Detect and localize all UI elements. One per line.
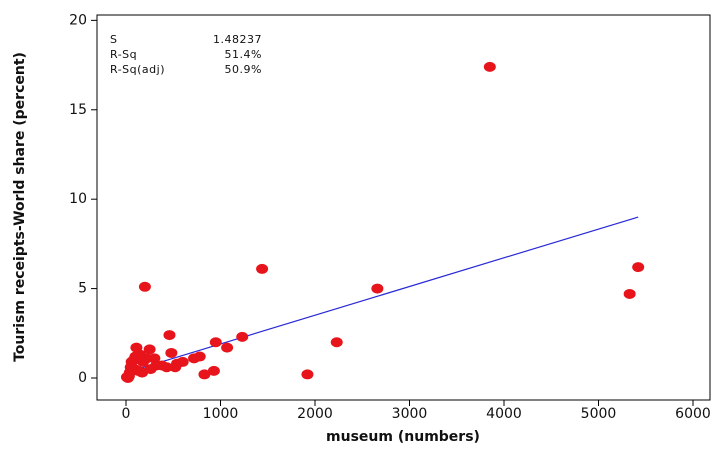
x-tick-label: 3000: [392, 406, 428, 422]
point: [483, 61, 496, 72]
x-tick-label: 0: [122, 406, 131, 422]
x-tick-label: 4000: [486, 406, 522, 422]
point: [198, 369, 211, 380]
stat-value: 1.48237: [213, 33, 262, 46]
point: [207, 365, 220, 376]
point: [623, 288, 636, 299]
point: [127, 355, 140, 366]
x-tick-label: 2000: [297, 406, 333, 422]
x-tick-label: 1000: [203, 406, 239, 422]
point: [188, 353, 201, 364]
point: [221, 342, 234, 353]
point: [330, 337, 343, 348]
y-tick-label: 10: [69, 191, 87, 207]
stat-value: 51.4%: [225, 48, 262, 61]
y-tick-label: 0: [78, 370, 87, 386]
x-tick-label: 6000: [675, 406, 711, 422]
point: [143, 344, 156, 355]
point: [301, 369, 314, 380]
point: [163, 330, 176, 341]
y-tick-label: 5: [78, 281, 87, 297]
point: [130, 342, 143, 353]
point: [632, 262, 645, 273]
y-tick-label: 20: [69, 12, 87, 28]
stat-value: 50.9%: [225, 63, 262, 76]
point: [256, 263, 269, 274]
stat-name: R-Sq(adj): [110, 63, 165, 76]
stat-name: R-Sq: [110, 48, 137, 61]
point: [209, 337, 222, 348]
stat-name: S: [110, 33, 117, 46]
x-tick-label: 5000: [581, 406, 617, 422]
point: [144, 364, 157, 375]
point: [138, 281, 151, 292]
y-tick-label: 15: [69, 102, 87, 118]
x-axis-title: museum (numbers): [326, 429, 480, 445]
point: [165, 347, 178, 358]
fit-line: [130, 216, 639, 372]
y-axis-title: Tourism receipts-World share (percent): [12, 52, 28, 362]
point: [236, 331, 249, 342]
point: [120, 372, 133, 383]
plot-frame: [96, 14, 711, 401]
point: [176, 356, 189, 367]
point: [371, 283, 384, 294]
